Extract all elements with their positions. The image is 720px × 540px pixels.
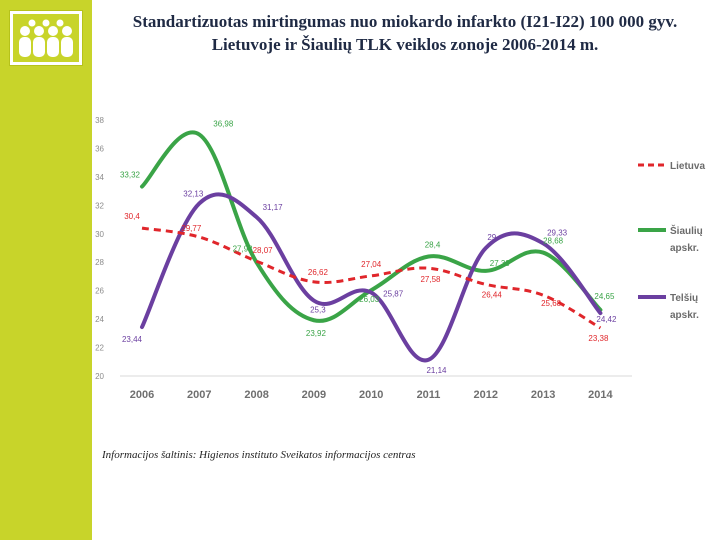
data-label-lietuva: 23,38	[588, 334, 609, 343]
data-label-lietuva: 27,58	[420, 275, 441, 284]
mortality-line-chart: 20 22 24 26 28 30 32 34 36 38 2006 2007 2008 2009 2010…	[95, 116, 705, 401]
page-title-line1: Standartizuotas mirtingumas nuo miokardo…	[132, 12, 678, 31]
x-tick-label: 2009	[302, 389, 326, 401]
legend-label-siauliu: apskr.	[670, 243, 699, 254]
y-tick-label: 20	[95, 372, 104, 381]
page-title-line2: Lietuvoje ir Šiaulių TLK veiklos zonoje …	[211, 35, 599, 54]
data-label-lietuva: 29,77	[181, 224, 202, 233]
series-line-lietuva	[141, 226, 602, 330]
legend-label-telsiu: Telšių	[670, 293, 698, 304]
data-label-siauliu: 26,03	[359, 295, 380, 304]
data-label-telsiu: 24,42	[596, 315, 617, 324]
data-label-telsiu: 31,17	[263, 203, 284, 212]
logo	[9, 10, 83, 66]
data-label-lietuva: 28,07	[253, 246, 274, 255]
data-label-lietuva: 25,68	[541, 299, 562, 308]
legend-label-lietuva: Lietuva	[670, 161, 705, 172]
data-label-telsiu: 25,3	[310, 306, 326, 315]
data-label-siauliu: 23,92	[306, 329, 327, 338]
page-title: Standartizuotas mirtingumas nuo miokardo…	[100, 10, 710, 56]
data-label-telsiu: 29	[487, 233, 496, 242]
y-tick-label: 36	[95, 144, 104, 153]
data-label-siauliu: 33,32	[120, 171, 141, 180]
data-label-siauliu: 28,4	[425, 241, 441, 250]
x-tick-label: 2010	[359, 389, 383, 401]
y-tick-label: 22	[95, 344, 104, 353]
x-tick-label: 2007	[187, 389, 211, 401]
series-line-telsiu	[140, 192, 603, 363]
x-tick-label: 2013	[531, 389, 555, 401]
y-tick-label: 38	[95, 116, 104, 125]
data-label-siauliu: 27,39	[490, 259, 511, 268]
data-label-telsiu: 21,14	[426, 366, 447, 375]
data-label-siauliu: 24,65	[594, 292, 615, 301]
x-tick-label: 2014	[588, 389, 613, 401]
data-label-telsiu: 29,33	[547, 228, 568, 237]
y-tick-label: 30	[95, 230, 104, 239]
data-label-lietuva: 26,62	[308, 268, 329, 277]
legend-label-siauliu: Šiaulių	[670, 224, 703, 237]
data-label-lietuva: 30,4	[124, 212, 140, 221]
x-tick-label: 2011	[417, 389, 441, 401]
series-line-siauliu	[140, 130, 603, 323]
data-label-siauliu: 36,98	[213, 120, 234, 129]
data-label-lietuva: 27,04	[361, 260, 382, 269]
data-label-telsiu: 32,13	[183, 189, 204, 198]
data-label-lietuva: 26,44	[482, 290, 503, 299]
sidebar-band	[0, 0, 92, 540]
x-tick-label: 2008	[244, 389, 268, 401]
y-tick-label: 32	[95, 201, 104, 210]
y-tick-label: 34	[95, 173, 104, 182]
data-label-siauliu: 27,98	[233, 245, 254, 254]
x-tick-label: 2006	[130, 389, 154, 401]
people-logo-icon	[13, 14, 79, 62]
legend-label-telsiu: apskr.	[670, 310, 699, 321]
data-label-telsiu: 23,44	[122, 335, 143, 344]
x-tick-label: 2012	[474, 389, 498, 401]
source-note: Informacijos šaltinis: Higienos institut…	[102, 449, 416, 461]
data-label-siauliu: 28,68	[543, 237, 564, 246]
y-tick-label: 26	[95, 287, 104, 296]
y-tick-label: 24	[95, 315, 104, 324]
data-label-telsiu: 25,87	[383, 290, 404, 299]
y-tick-label: 28	[95, 258, 104, 267]
